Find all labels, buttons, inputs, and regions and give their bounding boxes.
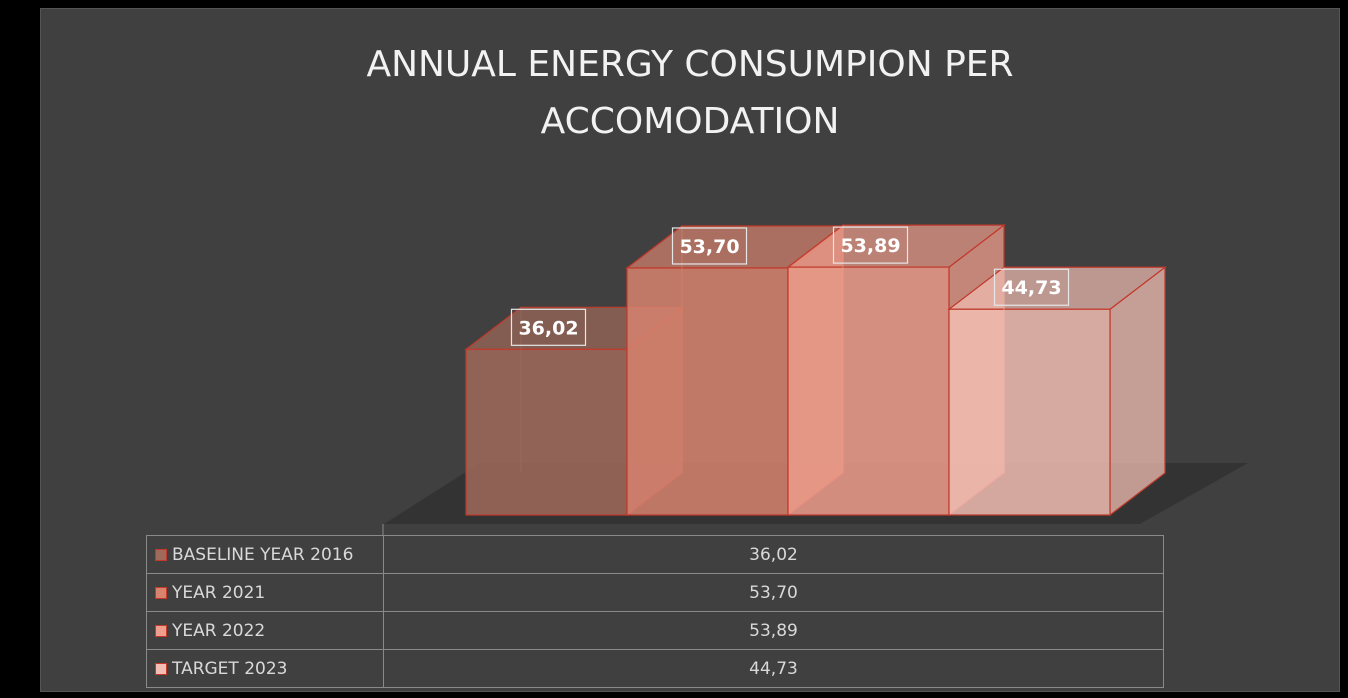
- data-label-box: [832, 226, 909, 264]
- legend-label: TARGET 2023: [172, 658, 288, 679]
- bar-side: [1109, 266, 1166, 517]
- legend-cell: BASELINE YEAR 2016: [146, 535, 384, 574]
- bar-front: [948, 308, 1111, 516]
- legend-label: BASELINE YEAR 2016: [172, 544, 354, 565]
- data-label: 36,02: [518, 317, 578, 339]
- legend-swatch: [155, 662, 167, 675]
- bar-front: [787, 266, 950, 516]
- bar: [947, 266, 1167, 517]
- data-label-box: [993, 268, 1070, 306]
- legend-swatch: [155, 624, 167, 637]
- data-label-box: [671, 227, 748, 265]
- data-label-box: [510, 308, 587, 346]
- chart-title: ANNUAL ENERGY CONSUMPION PER ACCOMODATIO…: [366, 44, 1014, 142]
- bar-front: [465, 348, 628, 516]
- legend-cell: YEAR 2021: [146, 573, 384, 612]
- table-value: 36,02: [383, 535, 1164, 574]
- table-value: 53,89: [383, 611, 1164, 650]
- legend-swatch: [155, 548, 167, 561]
- data-label: 53,89: [840, 235, 900, 257]
- table-value: 44,73: [383, 649, 1164, 688]
- data-label: 44,73: [1001, 277, 1061, 299]
- data-label: 53,70: [679, 236, 739, 258]
- table-value: 53,70: [383, 573, 1164, 612]
- legend-cell: TARGET 2023: [146, 649, 384, 688]
- legend-label: YEAR 2021: [172, 582, 266, 603]
- legend-cell: YEAR 2022: [146, 611, 384, 650]
- legend-label: YEAR 2022: [172, 620, 266, 641]
- bar: [786, 223, 1006, 517]
- legend-swatch: [155, 586, 167, 599]
- bar-front: [626, 267, 789, 516]
